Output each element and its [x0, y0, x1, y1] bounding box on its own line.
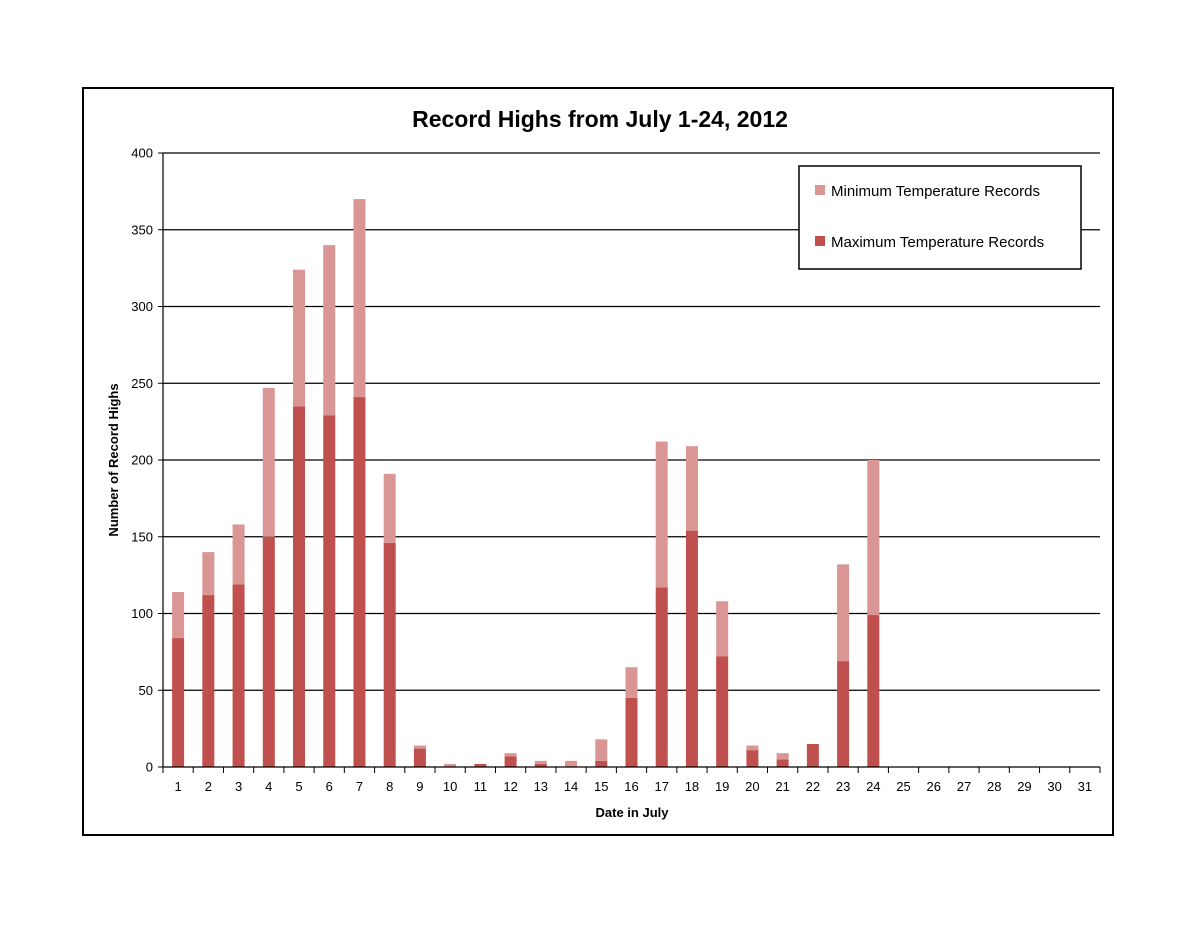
bar-min-day-16	[625, 667, 638, 698]
x-tick-label: 24	[866, 779, 880, 794]
y-axis-label: Number of Record Highs	[106, 383, 121, 536]
y-tick-label: 150	[131, 529, 153, 544]
x-tick-label: 14	[564, 779, 578, 794]
x-tick-label: 9	[416, 779, 423, 794]
x-tick-label: 2	[205, 779, 212, 794]
bar-max-day-17	[655, 587, 668, 767]
x-tick-label: 25	[896, 779, 910, 794]
bar-min-day-17	[655, 441, 668, 588]
bar-max-day-21	[776, 759, 789, 767]
y-tick-label: 350	[131, 222, 153, 237]
bar-max-day-20	[746, 750, 759, 767]
bar-max-day-1	[172, 638, 185, 767]
x-tick-label: 28	[987, 779, 1001, 794]
chart-frame: Record Highs from July 1-24, 2012 0 50 100…	[82, 87, 1114, 836]
x-tick-label: 17	[654, 779, 668, 794]
bar-min-day-21	[776, 753, 789, 760]
bar-min-day-14	[565, 760, 578, 767]
bar-min-day-15	[595, 739, 608, 761]
legend-box	[798, 165, 1082, 270]
x-tick-label: 21	[775, 779, 789, 794]
x-tick-label: 22	[806, 779, 820, 794]
y-tick-label: 400	[131, 146, 153, 161]
bar-min-day-8	[383, 473, 396, 543]
x-tick-label: 30	[1047, 779, 1061, 794]
x-tick-label: 20	[745, 779, 759, 794]
x-tick-label: 10	[443, 779, 457, 794]
legend-label-maximum: Maximum Temperature Records	[831, 234, 1044, 251]
legend-label-minimum: Minimum Temperature Records	[831, 183, 1040, 200]
bar-min-day-24	[867, 460, 880, 616]
x-tick-label: 16	[624, 779, 638, 794]
y-tick-label: 250	[131, 376, 153, 391]
x-tick-label: 27	[957, 779, 971, 794]
y-tick-label: 100	[131, 606, 153, 621]
bar-max-day-13	[534, 763, 547, 767]
legend: Minimum Temperature Records Maximum Temp…	[798, 165, 1082, 270]
bar-min-day-23	[837, 564, 850, 662]
legend-swatch-minimum	[815, 185, 825, 195]
bar-max-day-11	[474, 763, 487, 767]
x-tick-label: 5	[295, 779, 302, 794]
x-tick-label: 29	[1017, 779, 1031, 794]
x-tick-label: 15	[594, 779, 608, 794]
bar-min-day-6	[323, 245, 336, 416]
bar-min-day-4	[262, 387, 275, 537]
x-tick-label: 19	[715, 779, 729, 794]
y-tick-label: 300	[131, 299, 153, 314]
x-tick-label: 23	[836, 779, 850, 794]
x-tick-label: 3	[235, 779, 242, 794]
bar-max-day-5	[293, 406, 306, 767]
x-tick-label: 31	[1078, 779, 1092, 794]
bar-min-day-9	[413, 745, 426, 749]
x-tick-label: 26	[927, 779, 941, 794]
bar-max-day-7	[353, 397, 366, 767]
bar-min-day-12	[504, 753, 517, 757]
bars	[172, 199, 880, 767]
bar-max-day-19	[716, 656, 729, 767]
y-tick-label: 200	[131, 453, 153, 468]
x-tick-label: 6	[326, 779, 333, 794]
bar-min-day-5	[293, 269, 306, 407]
bar-min-day-20	[746, 745, 759, 751]
x-tick-label: 13	[534, 779, 548, 794]
x-tick-label: 4	[265, 779, 272, 794]
x-tick-label: 8	[386, 779, 393, 794]
bar-min-day-7	[353, 199, 366, 398]
bar-max-day-2	[202, 595, 215, 767]
bar-max-day-23	[837, 661, 850, 767]
bar-max-day-18	[685, 530, 698, 767]
x-tick-label: 7	[356, 779, 363, 794]
bar-min-day-10	[444, 763, 457, 767]
y-tick-label: 50	[139, 683, 153, 698]
bar-max-day-8	[383, 542, 396, 767]
x-tick-label: 1	[174, 779, 181, 794]
bar-min-day-19	[716, 601, 729, 657]
bar-max-day-15	[595, 760, 608, 767]
legend-swatch-maximum	[815, 236, 825, 246]
bar-max-day-22	[806, 743, 819, 767]
bar-max-day-16	[625, 697, 638, 767]
x-tick-label: 11	[474, 779, 488, 794]
chart-canvas: Record Highs from July 1-24, 2012 0 50 100…	[106, 106, 1101, 820]
bar-min-day-13	[534, 760, 547, 764]
gridlines	[163, 152, 1100, 691]
y-tick-label: 0	[146, 760, 153, 775]
bar-max-day-24	[867, 615, 880, 767]
bar-max-day-9	[413, 748, 426, 767]
bar-min-day-18	[685, 446, 698, 531]
x-axis-label: Date in July	[596, 805, 670, 820]
bar-min-day-3	[232, 524, 245, 585]
bar-min-day-2	[202, 552, 215, 596]
chart-title: Record Highs from July 1-24, 2012	[412, 106, 788, 132]
bar-max-day-12	[504, 756, 517, 767]
x-tick-label: 18	[685, 779, 699, 794]
x-tick-label: 12	[503, 779, 517, 794]
bar-max-day-4	[262, 536, 275, 767]
bar-max-day-6	[323, 415, 336, 767]
bar-max-day-3	[232, 584, 245, 767]
bar-min-day-1	[172, 592, 185, 639]
